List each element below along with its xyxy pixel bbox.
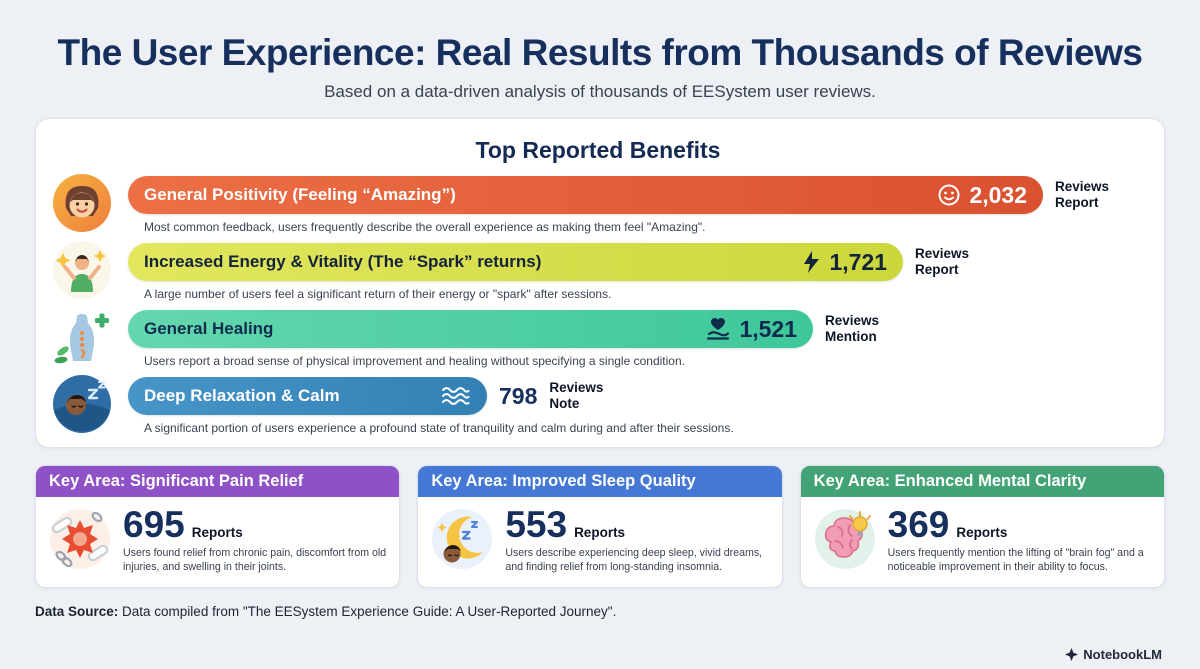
notebooklm-logo-icon [1065, 648, 1079, 661]
key-card-sleep-quality: Key Area: Improved Sleep Quality [417, 465, 783, 588]
positivity-bar-label: General Positivity (Feeling “Amazing”) [144, 185, 456, 204]
infographic-page: The User Experience: Real Results from T… [35, 32, 1165, 619]
relaxation-unit-label: Reviews Note [549, 380, 604, 411]
benefit-row-positivity: General Positivity (Feeling “Amazing”) 2… [50, 174, 1146, 234]
brain-icon [813, 507, 877, 576]
benefit-row-healing: General Healing 1,521 Reviews Mention Us… [50, 310, 1146, 368]
positivity-bar-value: 2,032 [937, 182, 1027, 209]
joint-pain-icon [48, 507, 112, 576]
healing-bar-label: General Healing [144, 319, 274, 338]
relaxation-bar: Deep Relaxation & Calm [128, 377, 487, 415]
benefit-row-energy: Increased Energy & Vitality (The “Spark”… [50, 241, 1146, 301]
energy-bar-value: 1,721 [801, 249, 887, 276]
positivity-description: Most common feedback, users frequently d… [144, 220, 706, 234]
positivity-bar: General Positivity (Feeling “Amazing”) 2… [128, 176, 1043, 214]
benefit-row-relaxation: Deep Relaxation & Calm 798 [50, 375, 1146, 435]
key-card-pain-relief: Key Area: Significant Pain Relief [35, 465, 401, 588]
energy-bar: Increased Energy & Vitality (The “Spark”… [128, 243, 903, 281]
top-benefits-card: Top Reported Benefits [35, 118, 1165, 448]
relaxation-bar-label: Deep Relaxation & Calm [144, 386, 340, 405]
mental-clarity-header: Key Area: Enhanced Mental Clarity [800, 466, 1164, 497]
pain-relief-reports-label: Reports [191, 525, 243, 540]
smiley-icon [938, 184, 960, 206]
relaxation-value: 798 [499, 382, 538, 409]
benefits-heading: Top Reported Benefits [475, 137, 721, 163]
key-card-mental-clarity: Key Area: Enhanced Mental Clarity 369 [799, 465, 1165, 588]
mental-clarity-reports-label: Reports [956, 525, 1008, 540]
waves-icon [442, 387, 470, 405]
healing-body-avatar [50, 306, 114, 368]
sleep-moon-icon [430, 507, 494, 576]
energetic-man-avatar [50, 239, 114, 301]
notebooklm-brand: NotebookLM [1065, 647, 1162, 662]
pain-relief-count: 695 [123, 504, 185, 545]
sleep-quality-header: Key Area: Improved Sleep Quality [418, 466, 782, 497]
healing-bar: General Healing 1,521 [128, 310, 813, 348]
smiling-woman-avatar [50, 172, 114, 234]
relaxation-bar-icon-wrap [441, 386, 471, 406]
data-source-text: Data compiled from "The EESystem Experie… [118, 604, 617, 619]
relaxation-description: A significant portion of users experienc… [144, 421, 734, 435]
sleep-quality-reports-label: Reports [574, 525, 626, 540]
page-title: The User Experience: Real Results from T… [57, 32, 1143, 73]
positivity-unit-label: Reviews Report [1055, 179, 1110, 210]
healing-description: Users report a broad sense of physical i… [144, 354, 685, 368]
notebooklm-brand-text: NotebookLM [1083, 647, 1162, 662]
page-subtitle: Based on a data-driven analysis of thous… [324, 82, 876, 101]
hand-heart-icon [707, 318, 730, 340]
energy-bar-label: Increased Energy & Vitality (The “Spark”… [144, 252, 542, 271]
sleep-quality-description: Users describe experiencing deep sleep, … [505, 547, 763, 573]
data-source-note: Data Source: Data compiled from "The EES… [35, 604, 1165, 619]
mental-clarity-description: Users frequently mention the lifting of … [887, 547, 1144, 573]
healing-unit-label: Reviews Mention [825, 313, 880, 344]
key-areas-row: Key Area: Significant Pain Relief [35, 465, 1165, 588]
energy-description: A large number of users feel a significa… [144, 287, 612, 301]
healing-bar-value: 1,521 [705, 316, 797, 343]
energy-unit-label: Reviews Report [915, 246, 970, 277]
mental-clarity-count: 369 [887, 504, 950, 545]
pain-relief-description: Users found relief from chronic pain, di… [123, 547, 387, 573]
data-source-label: Data Source: [35, 604, 119, 619]
sleeping-person-avatar [50, 373, 114, 435]
lightning-icon [804, 251, 820, 273]
sleep-quality-count: 553 [505, 504, 568, 545]
pain-relief-header: Key Area: Significant Pain Relief [36, 466, 400, 497]
